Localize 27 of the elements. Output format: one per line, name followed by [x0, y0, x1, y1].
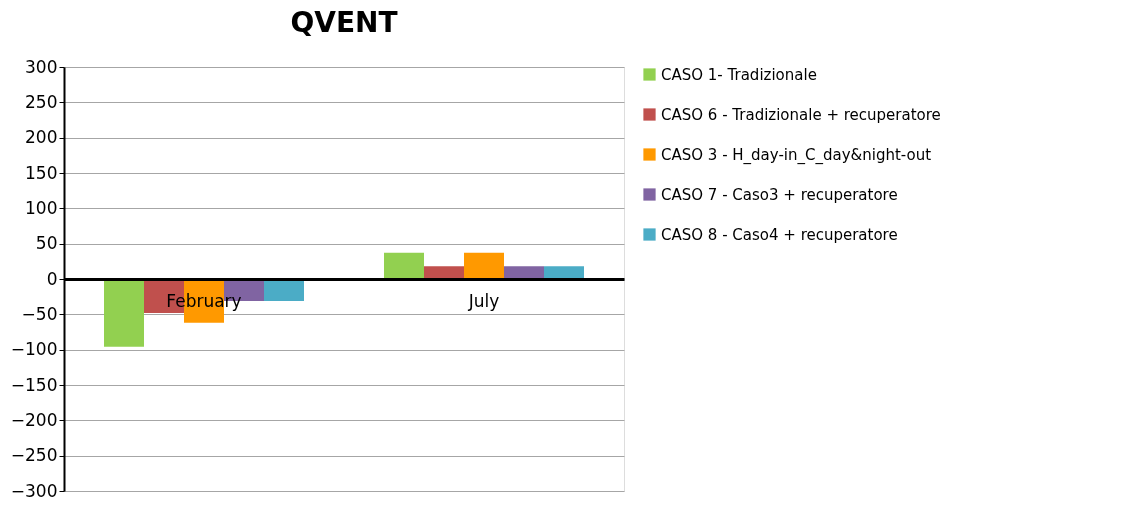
chart-title: QVENT: [290, 6, 398, 39]
y-tick-label: −150: [10, 374, 58, 395]
y-tick-label: −300: [10, 480, 58, 501]
y-tick-label: −250: [10, 445, 58, 466]
y-tick-label: −200: [10, 409, 58, 430]
y-tick-label: 150: [25, 162, 58, 183]
bar: [424, 266, 464, 279]
x-tick-label: July: [467, 290, 500, 311]
y-tick-label: 200: [25, 127, 58, 148]
legend-label: CASO 8 - Caso4 + recuperatore: [661, 225, 898, 244]
bar: [464, 252, 504, 279]
legend-label: CASO 3 - H_day-in_C_day&night-out: [661, 145, 932, 165]
y-tick-label: 0: [46, 268, 58, 289]
legend-label: CASO 6 - Tradizionale + recuperatore: [661, 105, 941, 124]
legend-label: CASO 1- Tradizionale: [661, 65, 817, 84]
bar: [384, 252, 424, 279]
y-tick-label: 50: [35, 233, 58, 254]
y-tick-label: −100: [10, 339, 58, 360]
y-tick-label: 300: [25, 56, 58, 77]
y-tick-label: 250: [25, 91, 58, 112]
y-tick-label: −50: [21, 303, 58, 324]
bar: [504, 266, 544, 279]
bar: [544, 266, 584, 279]
y-tick-label: 100: [25, 197, 58, 218]
bar: [104, 279, 144, 347]
bar: [264, 279, 304, 301]
legend-label: CASO 7 - Caso3 + recuperatore: [661, 185, 898, 204]
